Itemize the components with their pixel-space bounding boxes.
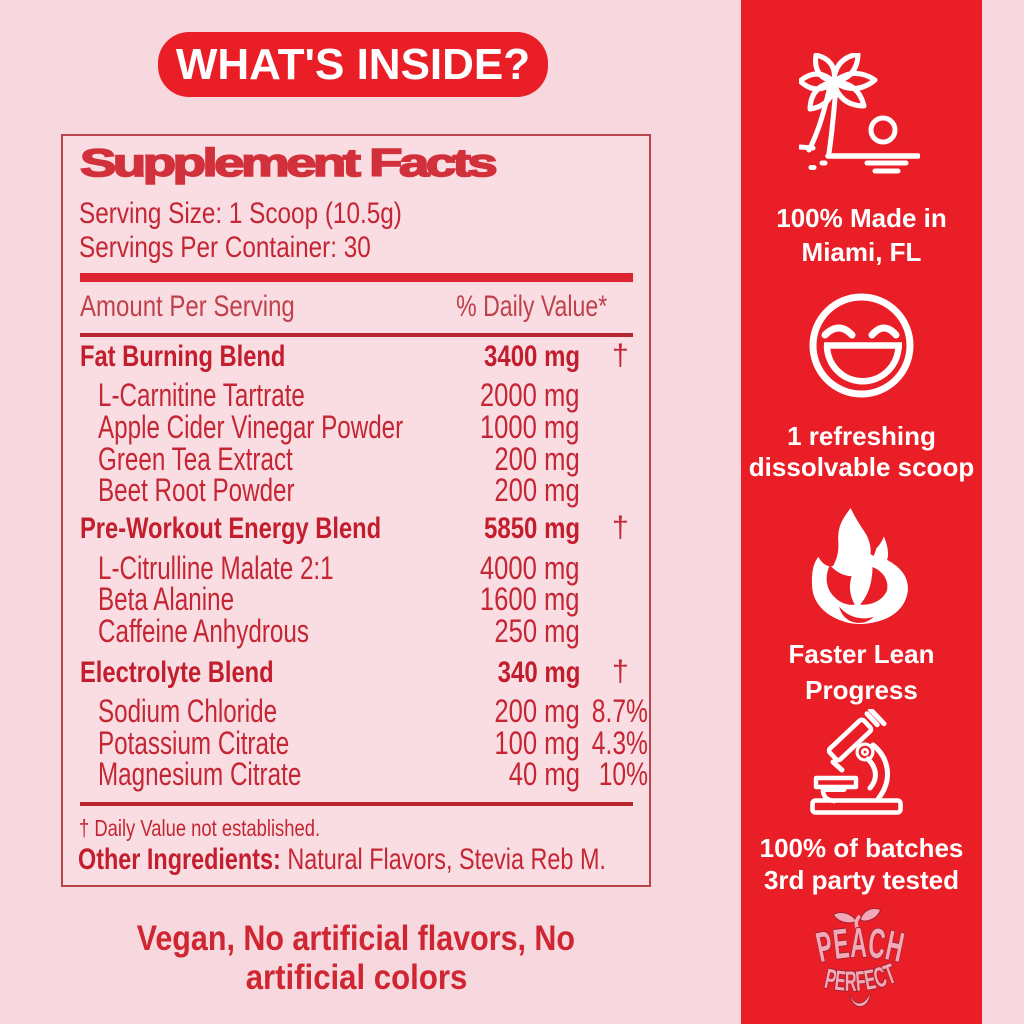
svg-text:PEACH: PEACH: [812, 919, 908, 971]
